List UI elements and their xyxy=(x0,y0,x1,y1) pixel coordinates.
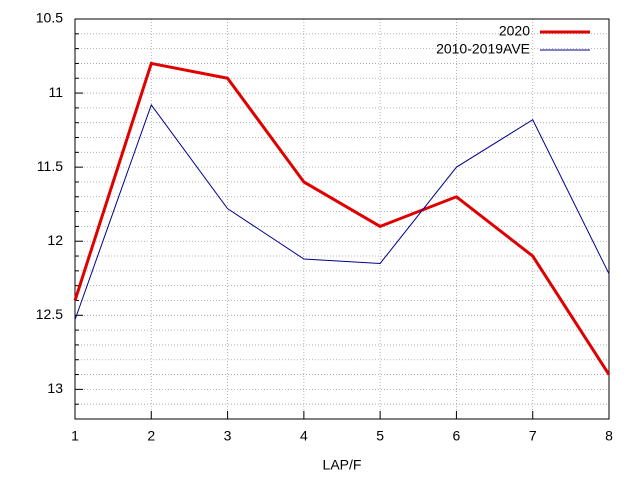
x-axis-label: LAP/F xyxy=(323,457,362,473)
x-tick-label: 8 xyxy=(605,428,613,444)
plot-border xyxy=(74,18,610,420)
legend-label: 2010-2019AVE xyxy=(436,41,530,57)
series-line xyxy=(74,103,610,320)
y-tick-label: 12 xyxy=(47,232,63,248)
y-tick-label: 10.5 xyxy=(36,10,63,26)
x-tick-label: 1 xyxy=(71,428,79,444)
x-tick-label: 5 xyxy=(376,428,384,444)
series-line xyxy=(73,61,611,376)
y-tick-label: 11 xyxy=(48,84,63,100)
x-tick-label: 2 xyxy=(147,428,155,444)
legend-label: 2020 xyxy=(499,23,530,39)
x-tick-label: 7 xyxy=(529,428,537,444)
x-tick-label: 3 xyxy=(224,428,232,444)
y-tick-label: 12.5 xyxy=(36,306,63,322)
y-tick-label: 11.5 xyxy=(37,158,63,174)
y-tick-label: 13 xyxy=(47,380,63,396)
x-tick-label: 6 xyxy=(453,428,461,444)
x-tick-label: 4 xyxy=(300,428,308,444)
